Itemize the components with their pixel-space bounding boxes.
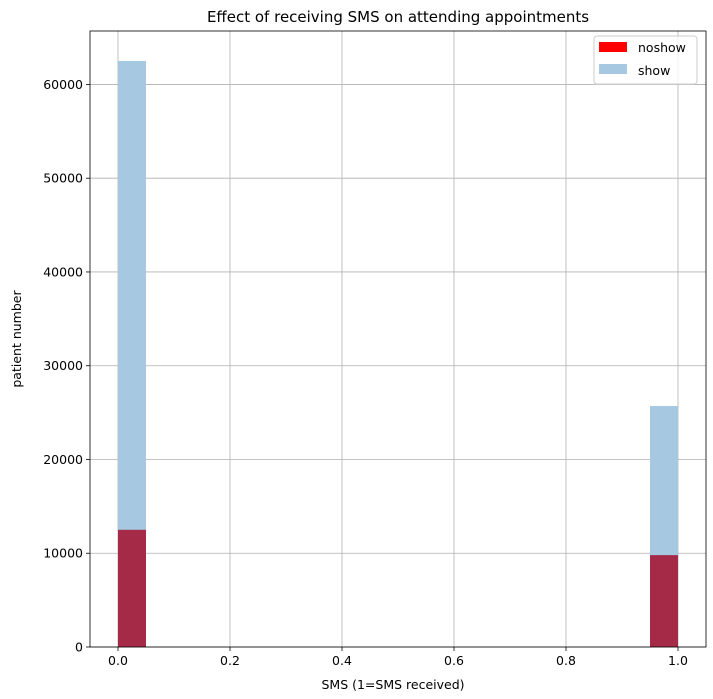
x-axis-label: SMS (1=SMS received)	[321, 677, 464, 692]
x-tick-label: 0.6	[444, 653, 464, 668]
y-ticks: 0 10000 20000 30000 40000 50000 60000	[43, 77, 90, 655]
x-tick-label: 0.0	[108, 653, 128, 668]
axes	[89, 30, 707, 648]
bar-noshow	[650, 555, 678, 647]
bar-noshow	[118, 529, 146, 647]
plot-frame	[89, 30, 707, 648]
bars	[118, 61, 678, 647]
y-tick-label: 40000	[43, 264, 83, 279]
plot-background	[90, 31, 706, 647]
chart-title: Effect of receiving SMS on attending app…	[207, 8, 589, 26]
y-tick-label: 0	[75, 640, 83, 655]
y-tick-label: 50000	[43, 171, 83, 186]
y-tick-label: 10000	[43, 546, 83, 561]
legend-label-show: show	[638, 63, 670, 78]
y-axis-label: patient number	[9, 290, 24, 388]
y-tick-label: 30000	[43, 358, 83, 373]
x-ticks: 0.0 0.2 0.4 0.6 0.8 1.0	[108, 647, 688, 668]
x-tick-label: 1.0	[668, 653, 688, 668]
legend: noshow show	[593, 35, 698, 85]
x-tick-label: 0.8	[556, 653, 576, 668]
legend-swatch-noshow	[599, 42, 627, 52]
legend-swatch-show	[599, 64, 627, 74]
y-tick-label: 60000	[43, 77, 83, 92]
legend-label-noshow: noshow	[638, 40, 686, 55]
x-tick-label: 0.2	[220, 653, 240, 668]
x-tick-label: 0.4	[332, 653, 352, 668]
y-tick-label: 20000	[43, 452, 83, 467]
